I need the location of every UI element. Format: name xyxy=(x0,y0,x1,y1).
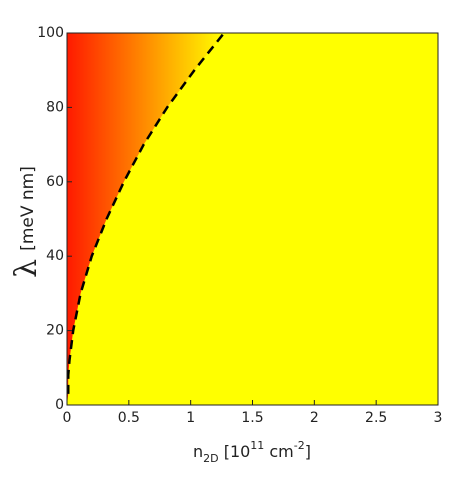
heat-region xyxy=(67,33,225,405)
boundary-line xyxy=(66,32,226,394)
x-tick-label: 0 xyxy=(63,410,72,426)
x-axis-label-part: 2D xyxy=(203,452,218,465)
x-axis-label-part: -2 xyxy=(294,439,305,452)
x-tick-label: 0.5 xyxy=(118,410,140,426)
y-tick-label: 100 xyxy=(37,25,64,41)
y-axis-label: λ [meV nm] xyxy=(9,166,44,278)
x-axis-label: n2D [1011 cm-2] xyxy=(193,439,311,465)
y-tick-label: 20 xyxy=(46,323,64,339)
x-tick-label: 2 xyxy=(310,410,319,426)
x-axis-label-part: [10 xyxy=(219,442,251,461)
y-axis-unit: [meV nm] xyxy=(18,166,38,251)
y-tick-label: 60 xyxy=(46,174,64,190)
x-tick-label: 1 xyxy=(186,410,195,426)
y-tick-label: 40 xyxy=(46,248,64,264)
x-tick-label: 3 xyxy=(434,410,443,426)
x-axis-label-part: cm xyxy=(264,442,293,461)
x-axis-label-part: 11 xyxy=(250,439,264,452)
y-tick-label: 80 xyxy=(46,99,64,115)
y-axis-symbol: λ xyxy=(9,259,44,278)
x-tick-label: 1.5 xyxy=(241,410,263,426)
y-tick-label: 0 xyxy=(55,397,64,413)
x-tick-label: 2.5 xyxy=(365,410,387,426)
x-axis-label-part: ] xyxy=(305,442,311,461)
x-axis-label-part: n xyxy=(193,442,203,461)
